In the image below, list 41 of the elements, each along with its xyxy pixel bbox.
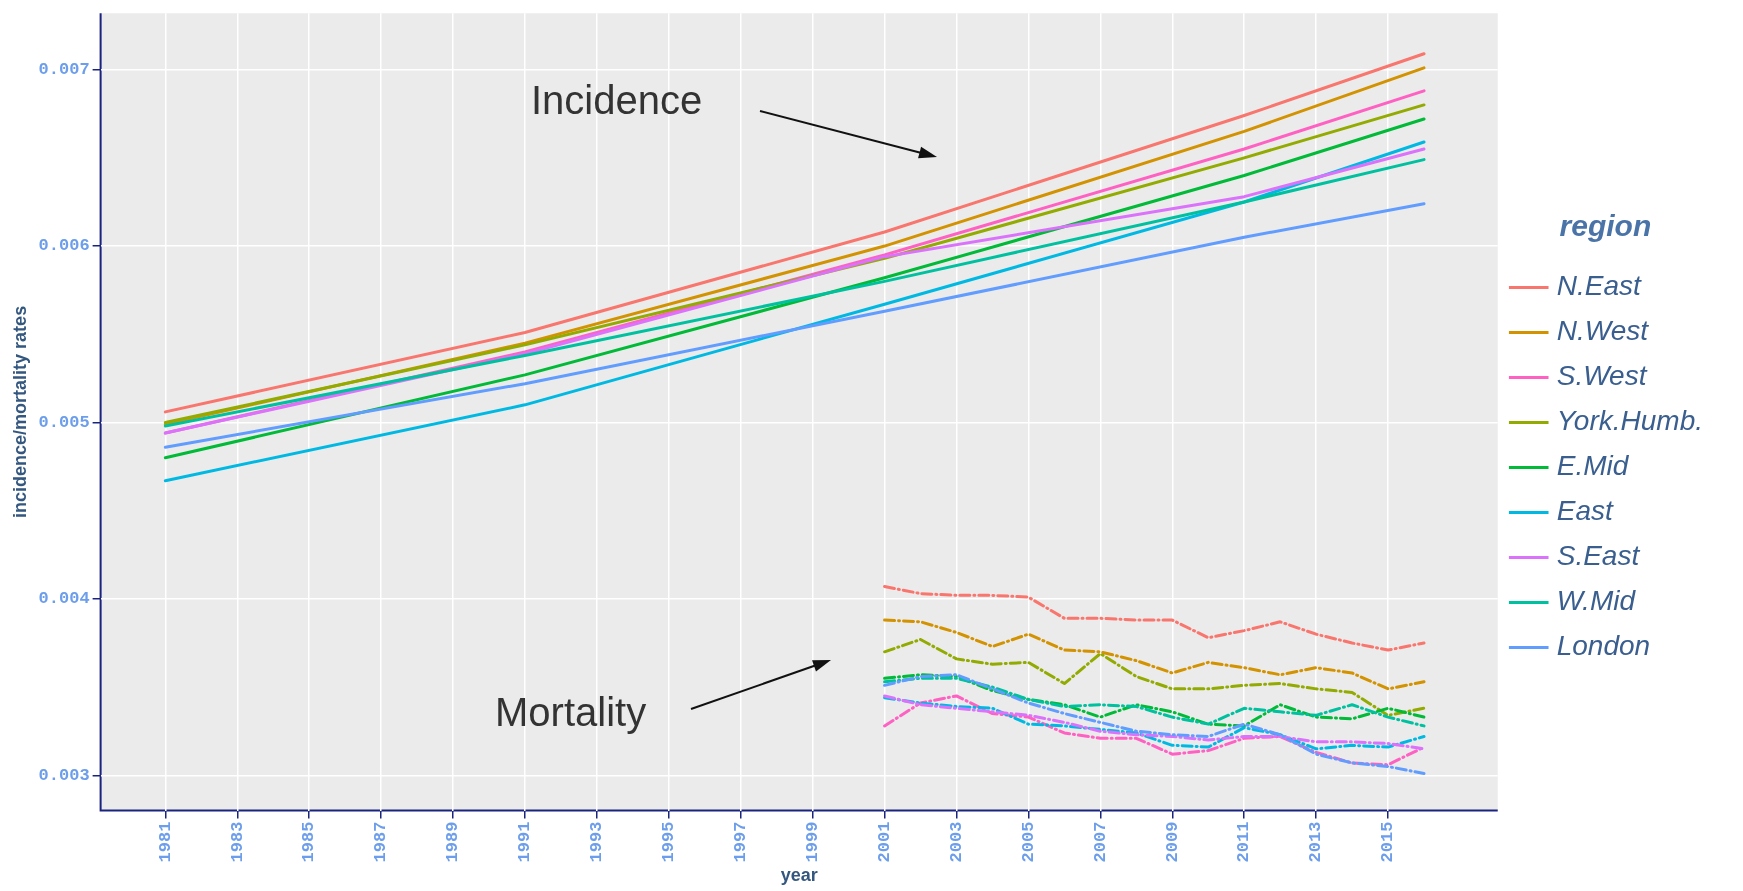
line-series	[883, 637, 1426, 717]
y-tick-label: 0.003	[38, 765, 90, 785]
x-tick-label: 1991	[515, 821, 535, 863]
legend-label: York.Humb.	[1556, 405, 1704, 437]
x-tick-label: 1993	[587, 821, 607, 863]
legend-label: East	[1556, 495, 1614, 527]
x-tick-label: 1997	[731, 821, 751, 863]
x-tick-label: 1999	[802, 821, 822, 863]
x-tick-label: 2011	[1234, 821, 1254, 863]
x-tick-label: 1987	[371, 821, 391, 863]
x-tick-label: 1989	[443, 821, 463, 863]
x-axis-title: year	[780, 865, 818, 886]
x-tick-label: 2007	[1090, 821, 1110, 863]
x-tick-label: 1995	[659, 821, 679, 863]
legend-label: E.Mid	[1556, 450, 1630, 482]
y-tick-label: 0.007	[38, 59, 90, 79]
annotation: Incidence	[531, 78, 703, 122]
line-series	[883, 673, 1426, 776]
y-tick-label: 0.004	[38, 589, 90, 609]
line-series	[883, 585, 1426, 652]
annotation: Mortality	[495, 690, 647, 734]
x-tick-label: 2015	[1378, 821, 1398, 863]
y-tick-label: 0.005	[38, 412, 90, 432]
x-tick-label: 2009	[1162, 821, 1182, 863]
line-series	[883, 618, 1426, 691]
x-tick-label: 1985	[299, 821, 319, 863]
x-tick-label: 2001	[874, 821, 894, 863]
x-tick-label: 2005	[1018, 821, 1038, 863]
y-tick-label: 0.006	[38, 236, 90, 256]
legend-label: S.East	[1556, 540, 1641, 572]
legend-label: London	[1556, 630, 1651, 662]
x-tick-label: 1983	[227, 821, 247, 863]
x-tick-label: 2013	[1306, 821, 1326, 863]
legend-label: N.West	[1556, 315, 1650, 347]
legend-label: N.East	[1556, 270, 1642, 302]
legend-title: region	[1559, 208, 1652, 242]
x-tick-label: 2003	[946, 821, 966, 863]
y-axis-title: incidence/mortality rates	[9, 305, 30, 518]
x-tick-label: 1981	[155, 821, 175, 863]
legend-label: S.West	[1556, 360, 1648, 392]
legend-label: W.Mid	[1556, 585, 1637, 617]
